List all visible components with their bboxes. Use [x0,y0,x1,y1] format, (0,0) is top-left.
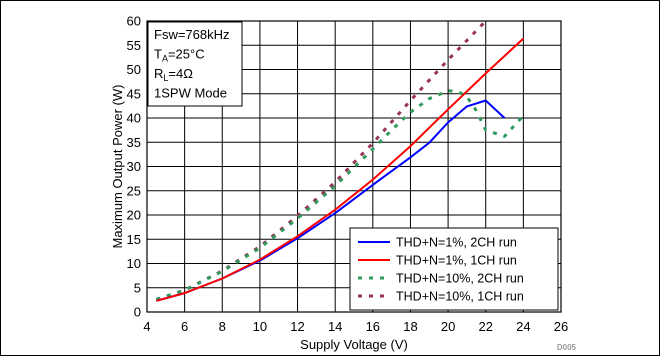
plot-border [146,20,562,313]
x-tick-label: 22 [478,319,492,334]
legend-entry: THD+N=1%, 2CH run [396,236,517,250]
conditions-box-frame [147,21,243,107]
y-tick-labels: 0 5 10 15 20 25 30 35 40 45 50 55 60 [127,14,141,320]
x-tick-label: 20 [441,319,455,334]
y-tick-label: 0 [134,305,141,320]
x-tick-label: 6 [181,319,188,334]
series-lines [155,19,525,302]
y-tick-label: 30 [127,159,141,174]
legend-entry: THD+N=10%, 1CH run [396,290,524,304]
y-tick-label: 60 [127,14,141,29]
y-tick-label: 20 [127,208,141,223]
legend: THD+N=1%, 2CH run THD+N=1%, 1CH run THD+N=… [349,227,559,311]
x-tick-label: 10 [253,319,267,334]
series-line-4 [155,19,487,301]
condition-line: 1SPW Mode [154,86,227,101]
x-tick-label: 4 [143,319,150,334]
figure-id-watermark: D005 [557,343,577,352]
legend-entry: THD+N=10%, 2CH run [396,272,524,286]
condition-line: RL=4Ω [154,66,193,83]
series-line-3 [155,89,525,301]
x-tick-label: 8 [219,319,226,334]
y-tick-label: 15 [127,232,141,247]
y-tick-label: 40 [127,111,141,126]
y-tick-label: 45 [127,86,141,101]
legend-entry: THD+N=1%, 1CH run [396,254,517,268]
condition-line: TA=25°C [154,47,205,64]
x-tick-label: 16 [366,319,380,334]
y-tick-label: 5 [134,280,141,295]
y-tick-label: 35 [127,135,141,150]
y-tick-label: 50 [127,62,141,77]
x-tick-labels: 4 6 8 10 12 14 16 18 20 22 24 26 [143,319,568,334]
x-tick-label: 18 [403,319,417,334]
condition-line: Fsw=768kHz [154,27,230,42]
y-tick-label: 10 [127,256,141,271]
x-tick-label: 14 [328,319,342,334]
x-axis-label: Supply Voltage (V) [300,337,408,352]
x-tick-label: 26 [554,319,568,334]
conditions-box: Fsw=768kHz TA=25°C RL=4Ω 1SPW Mode [147,21,243,107]
x-tick-label: 24 [516,319,530,334]
series-line-2 [156,37,525,302]
x-tick-label: 12 [290,319,304,334]
y-axis-label: Maximum Output Power (W) [110,85,125,249]
y-tick-label: 25 [127,183,141,198]
y-tick-label: 55 [127,38,141,53]
